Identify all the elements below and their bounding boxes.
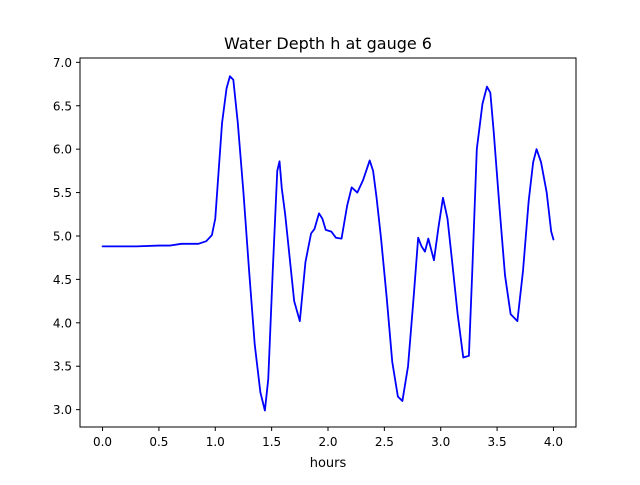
x-tick-label: 4.0 bbox=[544, 435, 563, 449]
y-tick-label: 6.0 bbox=[53, 143, 72, 157]
series-line-0 bbox=[101, 75, 555, 412]
y-tick-label: 5.5 bbox=[53, 186, 72, 200]
x-tick-label: 1.5 bbox=[262, 435, 281, 449]
x-tick-label: 3.0 bbox=[431, 435, 450, 449]
plot-layer bbox=[101, 75, 555, 412]
chart-title: Water Depth h at gauge 6 bbox=[224, 34, 432, 53]
x-tick-label: 3.5 bbox=[488, 435, 507, 449]
y-tick-label: 6.5 bbox=[53, 99, 72, 113]
y-tick-label: 3.0 bbox=[53, 403, 72, 417]
y-tick-label: 5.0 bbox=[53, 229, 72, 243]
y-tick-label: 3.5 bbox=[53, 360, 72, 374]
axes-layer: 0.0 0.5 1.0 1.5 2.0 2.5 3.0 3.5 4.0 3.0 3.5 4.0 4.5 5… bbox=[53, 56, 577, 449]
y-tick-label: 7.0 bbox=[53, 56, 72, 70]
x-tick-label: 2.5 bbox=[375, 435, 394, 449]
x-tick-label: 0.0 bbox=[93, 435, 112, 449]
x-tick-label: 0.5 bbox=[149, 435, 168, 449]
x-tick-label: 1.0 bbox=[206, 435, 225, 449]
y-tick-label: 4.0 bbox=[53, 316, 72, 330]
y-tick-label: 4.5 bbox=[53, 273, 72, 287]
x-tick-label: 2.0 bbox=[318, 435, 337, 449]
x-axis-label: hours bbox=[310, 456, 347, 471]
